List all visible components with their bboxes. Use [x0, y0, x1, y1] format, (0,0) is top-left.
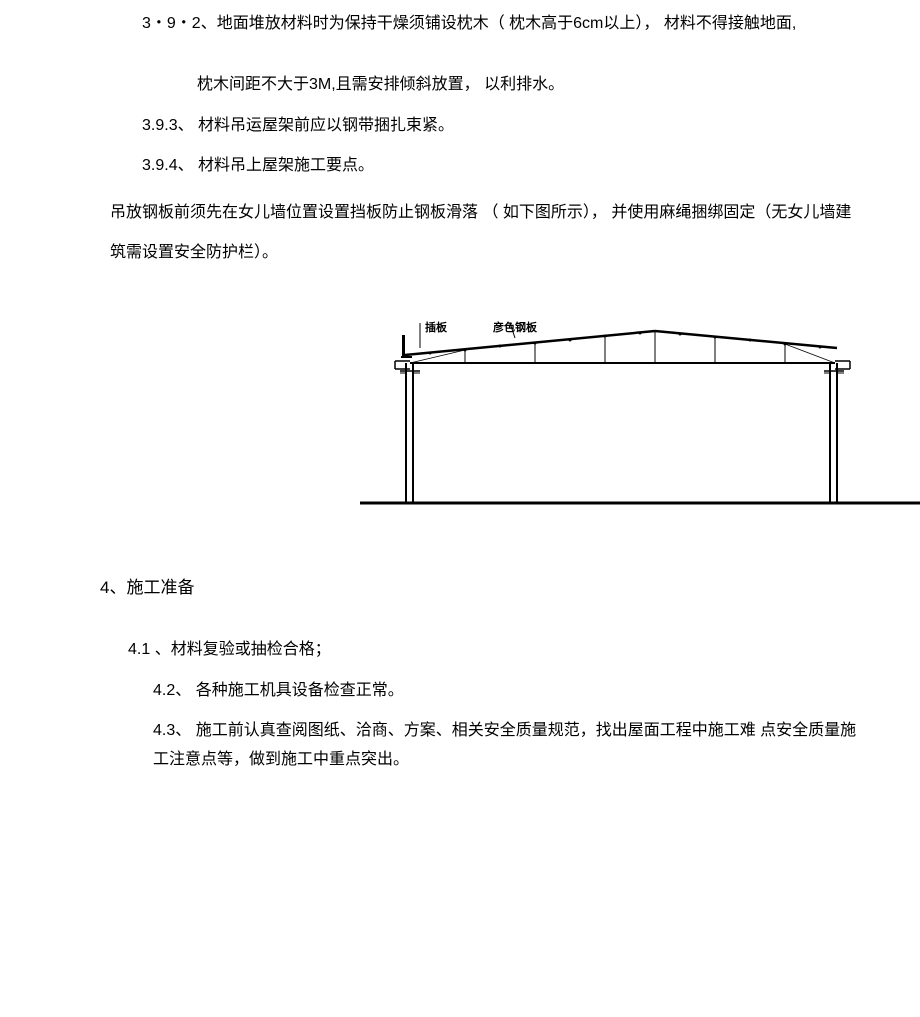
section-4-title: 4、施工准备 [0, 573, 920, 604]
item-4-2: 4.2、 各种施工机具设备检查正常。 [0, 677, 920, 706]
structure-svg [360, 313, 920, 543]
paragraph-3-9-4: 3.9.4、 材料吊上屋架施工要点。 [0, 152, 920, 181]
paragraph-3-9-2: 3・9・2、地面堆放材料时为保持干燥须铺设枕木（ 枕木高于6cm以上）， 材料不… [0, 10, 920, 39]
roof-structure-diagram: 插板 彦色钢板 [0, 313, 920, 543]
item-4-3: 4.3、 施工前认真查阅图纸、洽商、方案、相关安全质量规范，找出屋面工程中施工难… [0, 717, 920, 775]
paragraph-sleeper-spacing: 枕木间距不大于3M,且需安排倾斜放置， 以利排水。 [0, 71, 920, 100]
paragraph-3-9-3: 3.9.3、 材料吊运屋架前应以钢带捆扎束紧。 [0, 112, 920, 141]
item-4-1: 4.1 、材料复验或抽检合格； [0, 636, 920, 665]
paragraph-baffle-instruction: 吊放钢板前须先在女儿墙位置设置挡板防止钢板滑落 （ 如下图所示）， 并使用麻绳捆… [0, 193, 920, 273]
